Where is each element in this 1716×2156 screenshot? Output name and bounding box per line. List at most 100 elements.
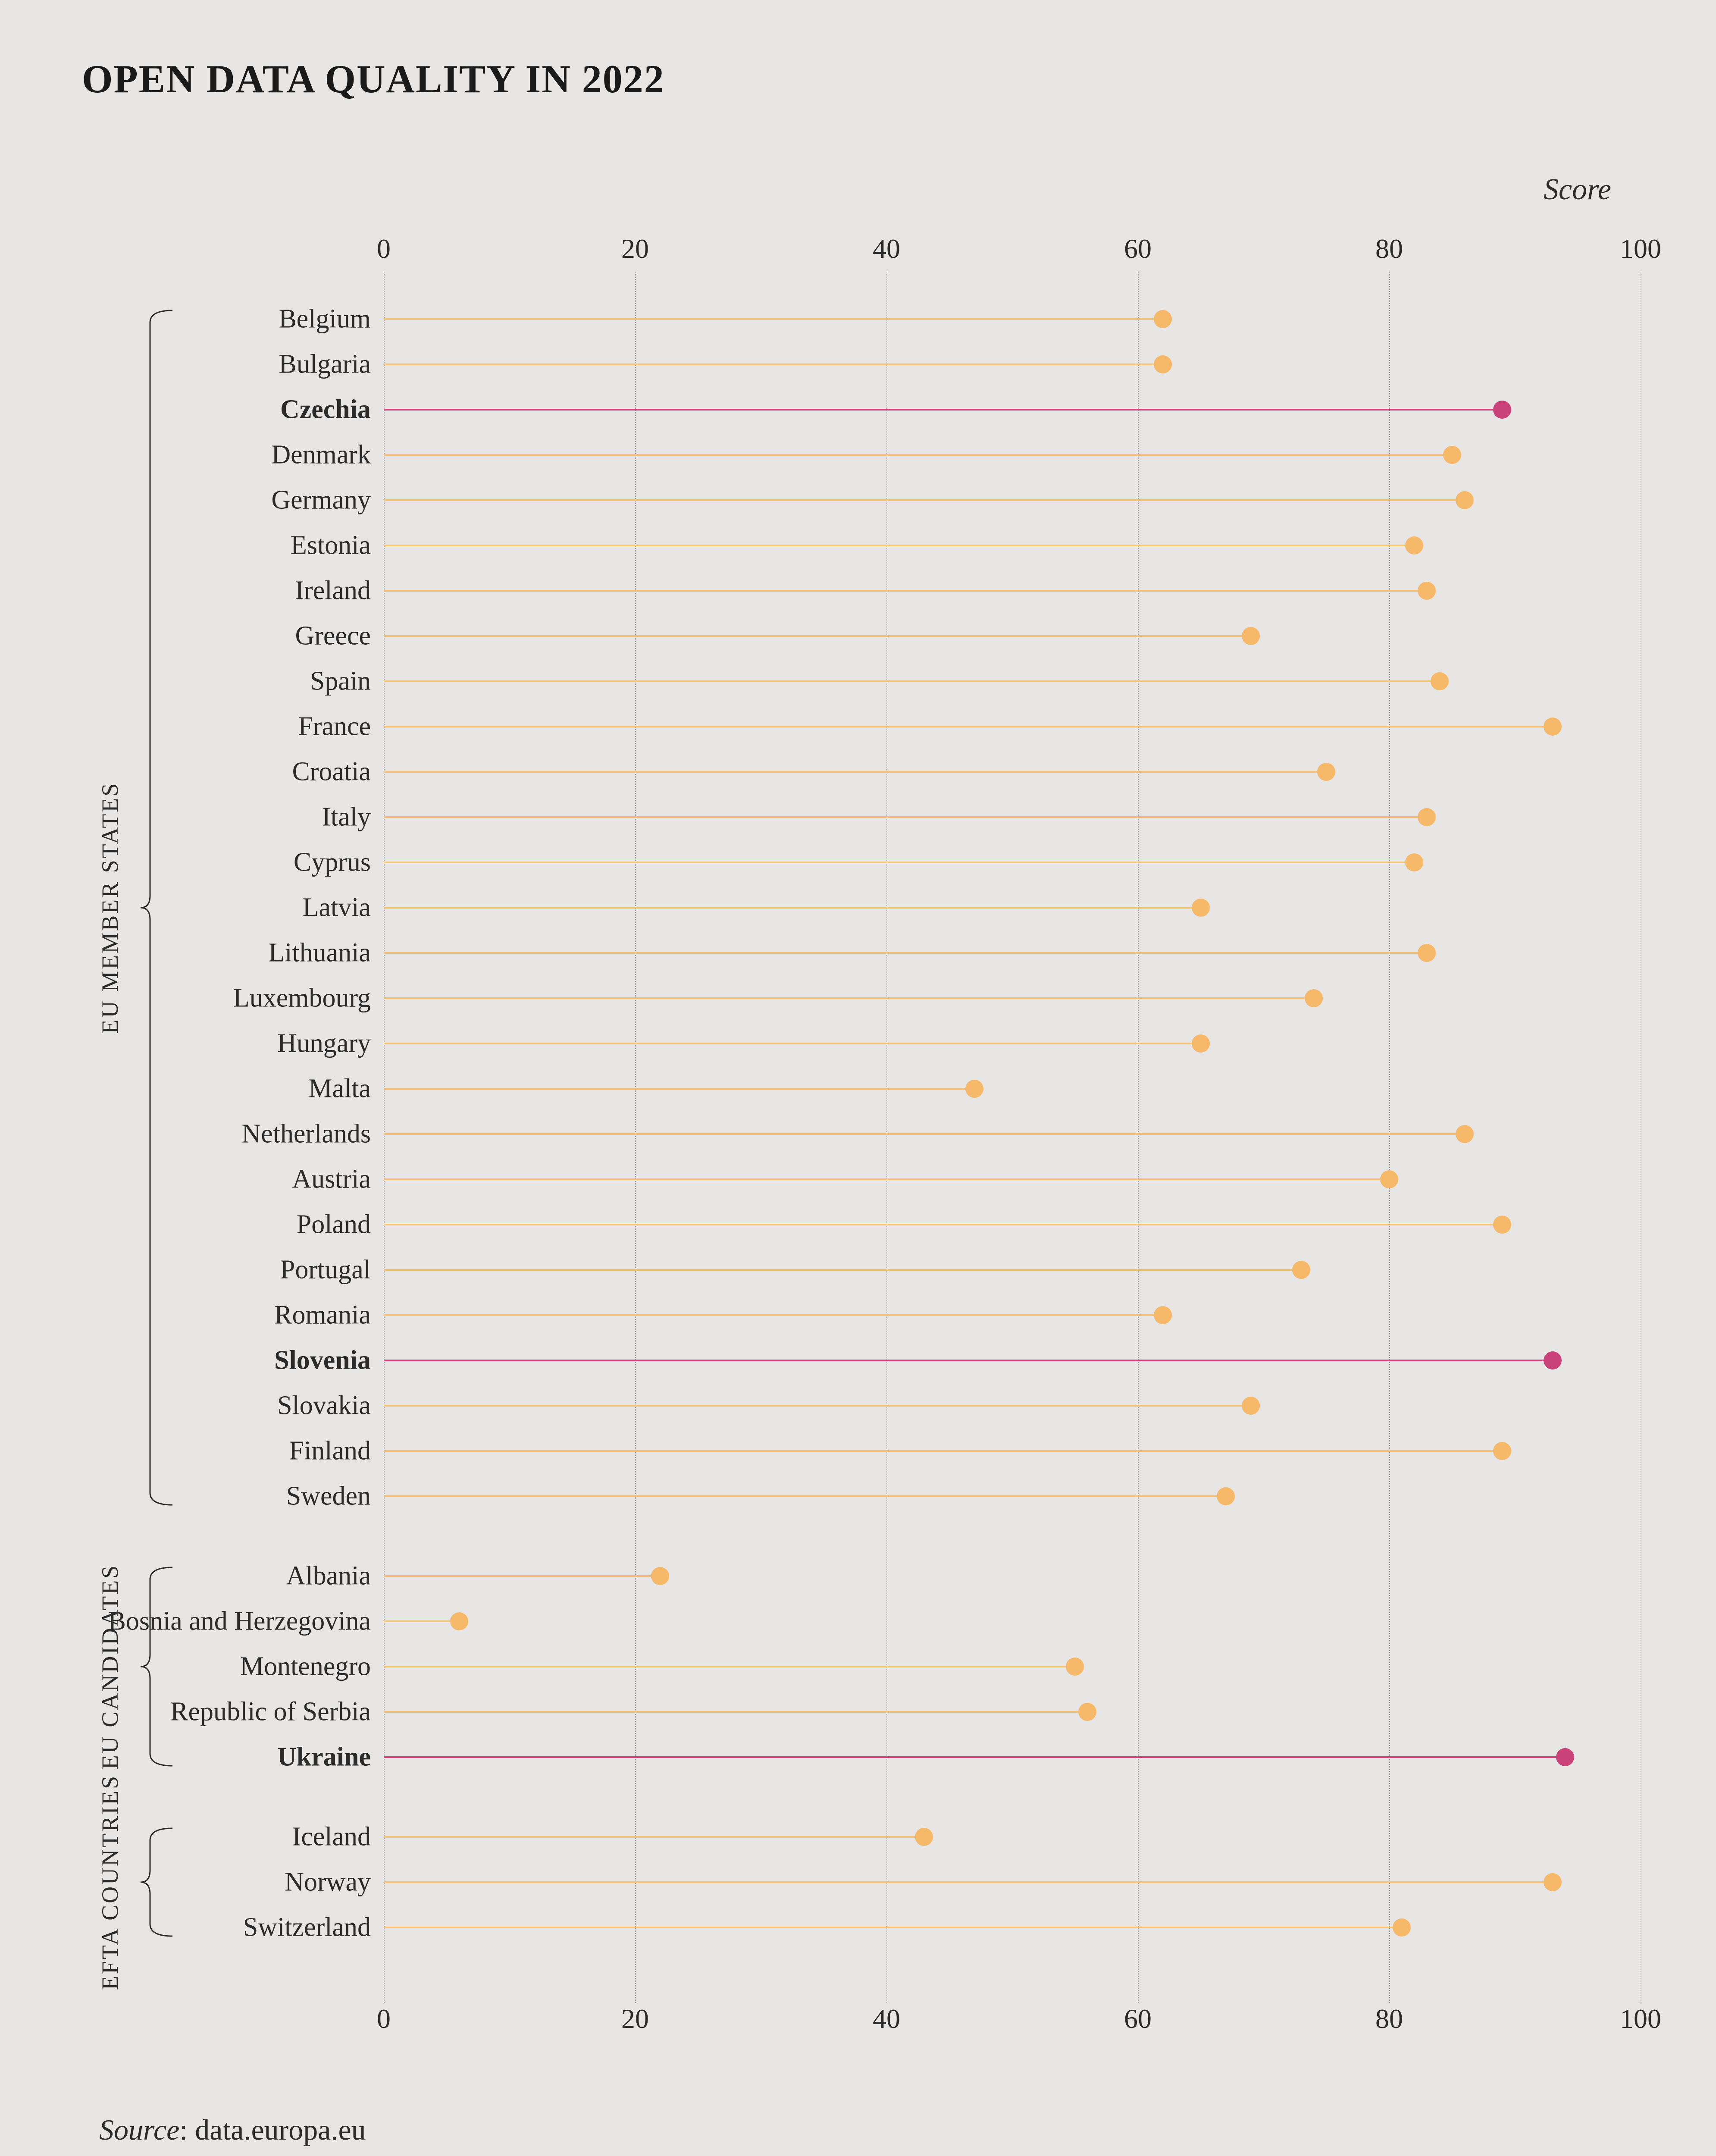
country-label: Estonia <box>291 530 371 561</box>
lollipop-dot <box>1292 1261 1310 1279</box>
lollipop-dot <box>1380 1170 1398 1188</box>
country-label: Czechia <box>280 395 371 425</box>
gridline <box>1389 272 1390 2003</box>
country-label: Poland <box>297 1210 371 1240</box>
lollipop-line <box>384 1269 1301 1271</box>
lollipop-dot <box>1418 944 1436 962</box>
lollipop-line <box>384 862 1414 863</box>
source-line: Source: data.europa.eu <box>99 2113 366 2147</box>
country-label: Slovenia <box>274 1345 371 1376</box>
lollipop-line <box>384 997 1314 999</box>
lollipop-line <box>384 1224 1502 1225</box>
lollipop-line <box>384 1314 1163 1316</box>
country-label: Croatia <box>292 757 371 787</box>
lollipop-line <box>384 1620 459 1622</box>
country-label: Republic of Serbia <box>170 1697 371 1727</box>
lollipop-dot <box>1493 401 1511 419</box>
lollipop-dot <box>1305 989 1323 1007</box>
lollipop-line <box>384 545 1414 546</box>
lollipop-dot <box>1405 853 1423 871</box>
lollipop-line <box>384 499 1465 501</box>
lollipop-line <box>384 816 1427 818</box>
country-label: Iceland <box>292 1822 371 1852</box>
country-label: Ukraine <box>277 1742 371 1773</box>
axis-tick-top: 60 <box>1124 233 1152 265</box>
country-label: Slovakia <box>277 1391 371 1421</box>
country-label: Sweden <box>286 1481 371 1512</box>
country-label: Germany <box>271 485 371 516</box>
country-label: Luxembourg <box>233 983 371 1014</box>
axis-tick-top: 80 <box>1375 233 1403 265</box>
group-bracket <box>141 1567 172 1766</box>
country-label: Cyprus <box>294 847 371 878</box>
lollipop-line <box>384 1836 924 1838</box>
lollipop-line <box>384 590 1427 592</box>
lollipop-dot <box>1154 310 1172 328</box>
gridline <box>384 272 385 2003</box>
lollipop-dot <box>1078 1703 1096 1721</box>
lollipop-line <box>384 1711 1087 1713</box>
country-label: Montenegro <box>240 1651 371 1682</box>
lollipop-line <box>384 1450 1502 1452</box>
lollipop-dot <box>1493 1442 1511 1460</box>
lollipop-line <box>384 635 1251 637</box>
lollipop-dot <box>1405 536 1423 555</box>
lollipop-line <box>384 1178 1389 1180</box>
lollipop-line <box>384 1133 1465 1135</box>
gridline <box>635 272 636 2003</box>
axis-title: Score <box>1544 172 1611 207</box>
lollipop-line <box>384 1495 1226 1497</box>
lollipop-line <box>384 1666 1075 1667</box>
country-label: Portugal <box>280 1255 371 1285</box>
lollipop-dot <box>1242 627 1260 645</box>
lollipop-dot <box>1154 355 1172 373</box>
lollipop-dot <box>1317 763 1335 781</box>
group-label: EU MEMBER STATES <box>97 782 123 1034</box>
lollipop-line <box>384 454 1452 456</box>
lollipop-dot <box>1393 1918 1411 1937</box>
country-label: Switzerland <box>243 1912 371 1943</box>
lollipop-line <box>384 1043 1201 1044</box>
country-label: Bosnia and Herzegovina <box>108 1606 371 1637</box>
country-label: Malta <box>308 1074 371 1104</box>
country-label: Hungary <box>277 1028 371 1059</box>
chart-page: OPEN DATA QUALITY IN 2022 Score 00202040… <box>0 0 1716 2156</box>
lollipop-dot <box>651 1567 669 1585</box>
lollipop-line <box>384 726 1553 727</box>
lollipop-line <box>384 907 1201 909</box>
group-bracket <box>141 310 172 1505</box>
country-label: Italy <box>322 802 371 833</box>
country-label: Denmark <box>271 440 371 470</box>
lollipop-line <box>384 1756 1565 1758</box>
country-label: Belgium <box>279 304 371 335</box>
group-bracket <box>141 1828 172 1936</box>
lollipop-dot <box>1217 1487 1235 1505</box>
country-label: Greece <box>295 621 371 652</box>
axis-tick-bottom: 0 <box>377 2003 391 2035</box>
country-label: Romania <box>274 1300 371 1331</box>
lollipop-dot <box>1493 1216 1511 1234</box>
brackets-layer <box>0 0 1716 2156</box>
lollipop-dot <box>1418 808 1436 826</box>
lollipop-dot <box>1154 1306 1172 1324</box>
lollipop-dot <box>1242 1397 1260 1415</box>
lollipop-dot <box>1192 1034 1210 1053</box>
lollipop-line <box>384 318 1163 320</box>
lollipop-line <box>384 1405 1251 1407</box>
lollipop-dot <box>965 1080 983 1098</box>
axis-tick-bottom: 100 <box>1620 2003 1661 2035</box>
axis-tick-top: 100 <box>1620 233 1661 265</box>
axis-tick-top: 20 <box>621 233 649 265</box>
country-label: Spain <box>310 666 371 697</box>
lollipop-line <box>384 364 1163 365</box>
lollipop-line <box>384 409 1502 411</box>
lollipop-line <box>384 1575 660 1577</box>
lollipop-dot <box>1456 491 1474 509</box>
lollipop-dot <box>1456 1125 1474 1143</box>
axis-tick-top: 0 <box>377 233 391 265</box>
lollipop-dot <box>1192 899 1210 917</box>
lollipop-line <box>384 1360 1553 1361</box>
country-label: France <box>298 711 371 742</box>
country-label: Lithuania <box>268 938 371 968</box>
chart-title: OPEN DATA QUALITY IN 2022 <box>82 56 665 102</box>
